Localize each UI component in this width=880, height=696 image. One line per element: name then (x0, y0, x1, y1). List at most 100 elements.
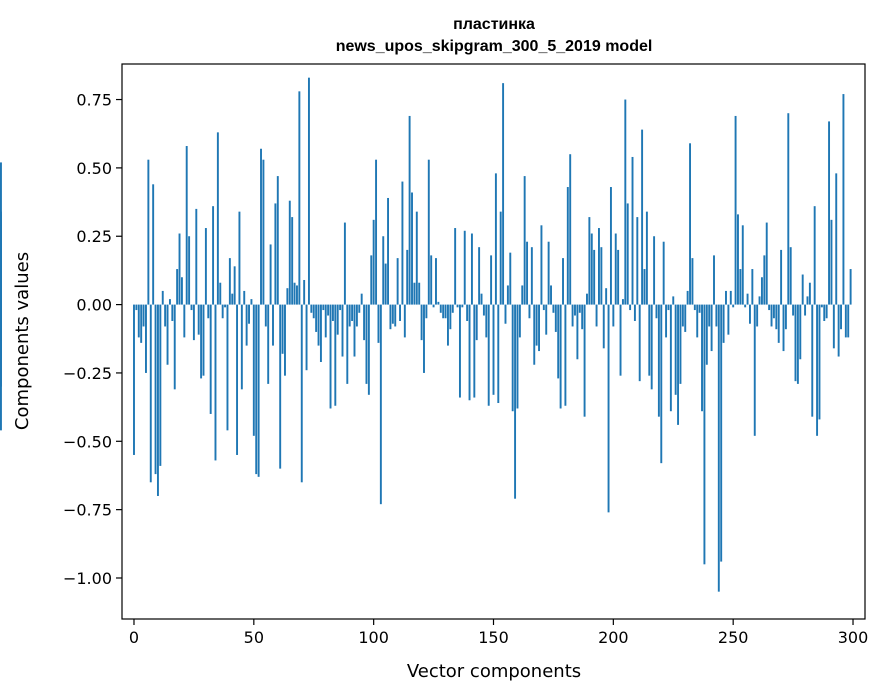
bar (408, 115, 411, 305)
bar (377, 304, 380, 343)
bar (420, 304, 423, 341)
bar (804, 304, 807, 316)
bar (396, 258, 399, 305)
bar (523, 176, 526, 305)
bar (0, 225, 2, 305)
bar (293, 282, 296, 305)
bar (650, 304, 653, 390)
bar (272, 304, 274, 346)
bar (435, 258, 437, 305)
bar (768, 304, 771, 311)
x-tick-label: 200 (598, 628, 629, 647)
bar (710, 304, 713, 352)
y-tick-label: −0.75 (63, 501, 112, 520)
bar (171, 304, 174, 321)
bar (458, 304, 461, 398)
bar (274, 203, 277, 305)
bar (849, 269, 852, 305)
bar (677, 304, 680, 425)
bar (219, 282, 222, 305)
bar (360, 293, 363, 305)
bar (423, 304, 425, 373)
bar (195, 208, 198, 305)
bar (698, 304, 701, 313)
bar (739, 269, 742, 305)
bar (782, 304, 785, 352)
bar (461, 304, 464, 308)
bar (216, 132, 219, 305)
bar (389, 304, 392, 330)
bar (473, 304, 476, 398)
x-tick-label: 250 (718, 628, 749, 647)
bar (789, 247, 792, 305)
bar (811, 304, 814, 417)
y-tick-label: 0.75 (76, 91, 112, 110)
bar (231, 293, 234, 305)
bar (509, 252, 512, 305)
bar (535, 304, 538, 346)
bar (806, 296, 809, 305)
bar (248, 304, 250, 324)
bar (331, 304, 334, 321)
bar (161, 290, 164, 305)
bar (358, 304, 361, 313)
bar (303, 279, 306, 305)
bar (765, 222, 768, 305)
bar (775, 304, 778, 330)
bar (655, 304, 658, 319)
bar (820, 304, 823, 308)
bar (847, 304, 850, 338)
bar (638, 304, 641, 382)
bar (212, 206, 215, 305)
bar (156, 304, 159, 496)
bar (564, 304, 567, 406)
bar (504, 304, 507, 324)
bar (430, 255, 433, 305)
bar (411, 192, 413, 305)
x-tick-label: 50 (244, 628, 264, 647)
y-axis-label: Components values (12, 252, 33, 430)
bar (530, 247, 533, 305)
bar (679, 304, 682, 384)
bar (583, 304, 586, 417)
bar (684, 304, 687, 332)
bar (614, 233, 617, 305)
bar (0, 304, 2, 431)
y-tick-label: −0.25 (63, 364, 112, 383)
bar (514, 304, 517, 499)
bars-group (0, 77, 852, 592)
bar (641, 129, 644, 305)
bar (540, 225, 543, 305)
bar (447, 304, 449, 346)
bar (643, 269, 646, 305)
bar (418, 282, 421, 305)
bar (466, 304, 469, 321)
bar (355, 304, 358, 327)
bar (725, 290, 727, 305)
bar (288, 200, 291, 305)
bar (669, 304, 672, 412)
bar (686, 290, 689, 305)
bar (286, 288, 289, 305)
bar (746, 293, 749, 305)
bar (399, 304, 401, 321)
bar (722, 304, 725, 343)
bar (257, 304, 260, 477)
bar (825, 304, 828, 319)
bar (403, 304, 406, 338)
bar (449, 304, 452, 330)
bar (468, 304, 471, 401)
y-axis-ticks: −1.00 −0.75 −0.50 −0.25 0.00 0.25 0.50 0.75 (63, 91, 122, 588)
bar (729, 290, 732, 305)
bar (214, 304, 217, 461)
bar (145, 304, 147, 373)
bar (576, 304, 579, 360)
bar (777, 304, 780, 343)
bar (255, 304, 258, 475)
bar (267, 304, 270, 384)
bar (240, 304, 243, 390)
bar (281, 304, 284, 354)
bar (221, 304, 224, 319)
bar (506, 285, 509, 305)
bar (406, 249, 409, 305)
